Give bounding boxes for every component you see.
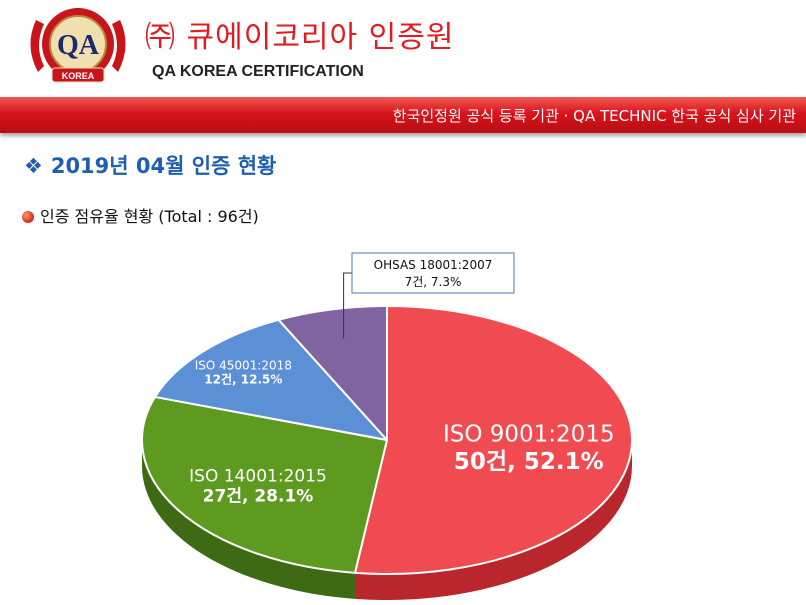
callout-label-name: OHSAS 18001:2007: [374, 258, 493, 272]
slice-label-value: 12건, 12.5%: [204, 372, 282, 387]
pie-side-2: [142, 440, 356, 599]
slice-label-name: ISO 45001:2018: [195, 358, 292, 372]
slice-label-value: 27건, 28.1%: [203, 487, 314, 507]
company-name-korean: ㈜ 큐에이코리아 인증원: [145, 20, 455, 55]
diamond-bullet-icon: ❖: [24, 154, 43, 178]
laurel-left: [30, 20, 44, 72]
logo-ribbon-text: KOREA: [62, 71, 95, 81]
logo-text: QA: [57, 30, 100, 61]
pie-side-1: [355, 440, 632, 600]
section-title: ❖ 2019년 04월 인증 현황: [24, 150, 276, 180]
chart-subtitle-text: 인증 점유율 현황 (Total : 96건): [40, 207, 259, 226]
pie-slice-2: [141, 395, 388, 574]
banner-text: 한국인정원 공식 등록 기관 · QA TECHNIC 한국 공식 심사 기관: [392, 107, 796, 125]
pie-slice-1: [354, 305, 633, 575]
red-bullet-icon: [22, 211, 34, 223]
slice-label-name: ISO 14001:2015: [189, 466, 327, 486]
callout-label-value: 7건, 7.3%: [405, 275, 462, 289]
slice-label-value: 50건, 52.1%: [454, 449, 604, 475]
chart-subtitle: 인증 점유율 현황 (Total : 96건): [22, 203, 259, 227]
slice-label-name: ISO 9001:2015: [443, 422, 615, 448]
header-banner: 한국인정원 공식 등록 기관 · QA TECHNIC 한국 공식 심사 기관: [0, 97, 806, 133]
pie-slice-3: [154, 318, 388, 441]
company-name-english: QA KOREA CERTIFICATION: [152, 63, 364, 80]
section-title-text: 2019년 04월 인증 현황: [50, 154, 277, 178]
callout-leader-line: [343, 272, 352, 339]
callout-box: [351, 252, 515, 294]
qa-korea-logo: QA KOREA: [30, 8, 126, 83]
laurel-right: [112, 20, 126, 72]
logo-ribbon: [51, 67, 105, 83]
pie-slice-4: [277, 305, 388, 441]
